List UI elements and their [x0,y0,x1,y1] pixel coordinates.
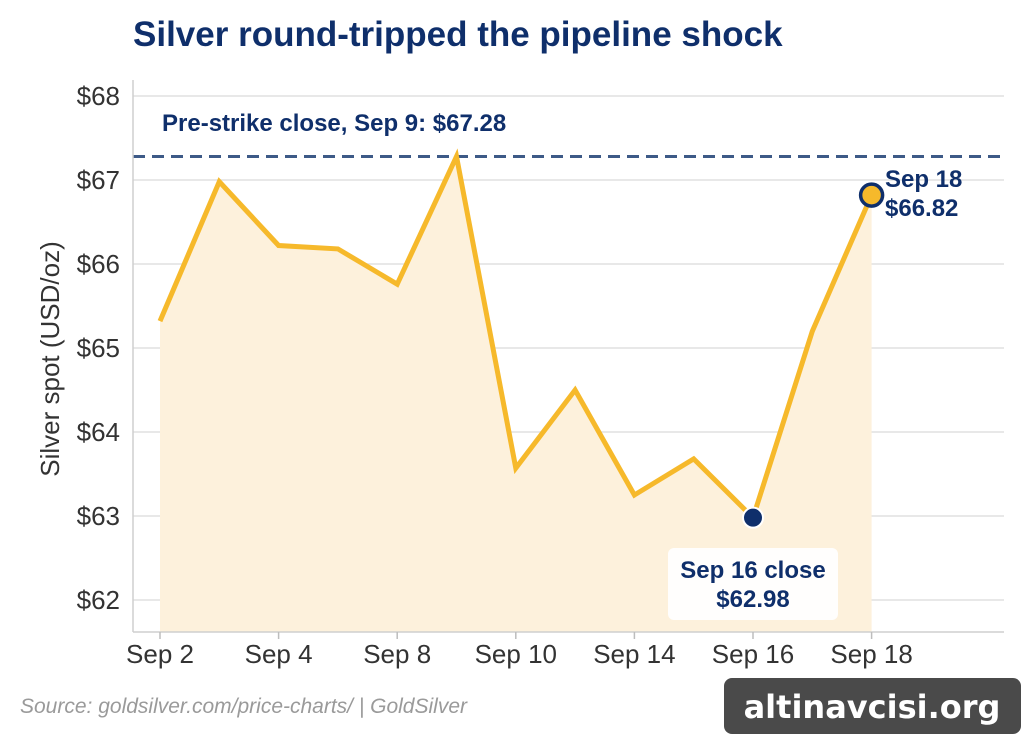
series-area [160,156,872,632]
y-tick-label: $63 [77,501,120,531]
x-tick-label: Sep 16 [712,639,794,669]
markers [742,182,885,529]
low-annotation-date: Sep 16 close [680,557,825,584]
y-tick-label: $66 [77,249,120,279]
y-tick-label: $68 [77,81,120,111]
y-tick-label: $67 [77,165,120,195]
y-axis-label: Silver spot (USD/oz) [35,241,65,477]
x-tick-labels: Sep 2 Sep 4 Sep 8 Sep 10 Sep 14 Sep 16 Sep 18 [126,639,913,669]
y-tick-label: $65 [77,333,120,363]
chart-title: Silver round-tripped the pipeline shock [133,15,783,54]
low-annotation-value: $62.98 [716,586,789,613]
low-point-marker [742,506,764,529]
x-tick-label: Sep 14 [593,639,675,669]
end-point-marker [858,182,885,208]
x-tick-label: Sep 4 [245,639,313,669]
x-tick-label: Sep 10 [475,639,557,669]
y-tick-label: $64 [77,417,120,447]
watermark-badge [724,678,1021,734]
x-tick-label: Sep 18 [830,639,912,669]
end-annotation-date: Sep 18 [885,166,962,193]
end-annotation-value: $66.82 [885,195,958,222]
axes [132,80,1004,639]
y-tick-label: $62 [77,585,120,615]
reference-line-label: Pre-strike close, Sep 9: $67.28 [162,110,506,137]
source-note: Source: goldsilver.com/price-charts/ | G… [20,695,468,718]
watermark-text: altinavcisi.org [744,688,1001,726]
y-tick-labels: $62 $63 $64 $65 $66 $67 $68 [77,81,120,615]
x-tick-label: Sep 2 [126,639,194,669]
low-annotation-box [668,548,838,620]
x-tick-label: Sep 8 [363,639,431,669]
